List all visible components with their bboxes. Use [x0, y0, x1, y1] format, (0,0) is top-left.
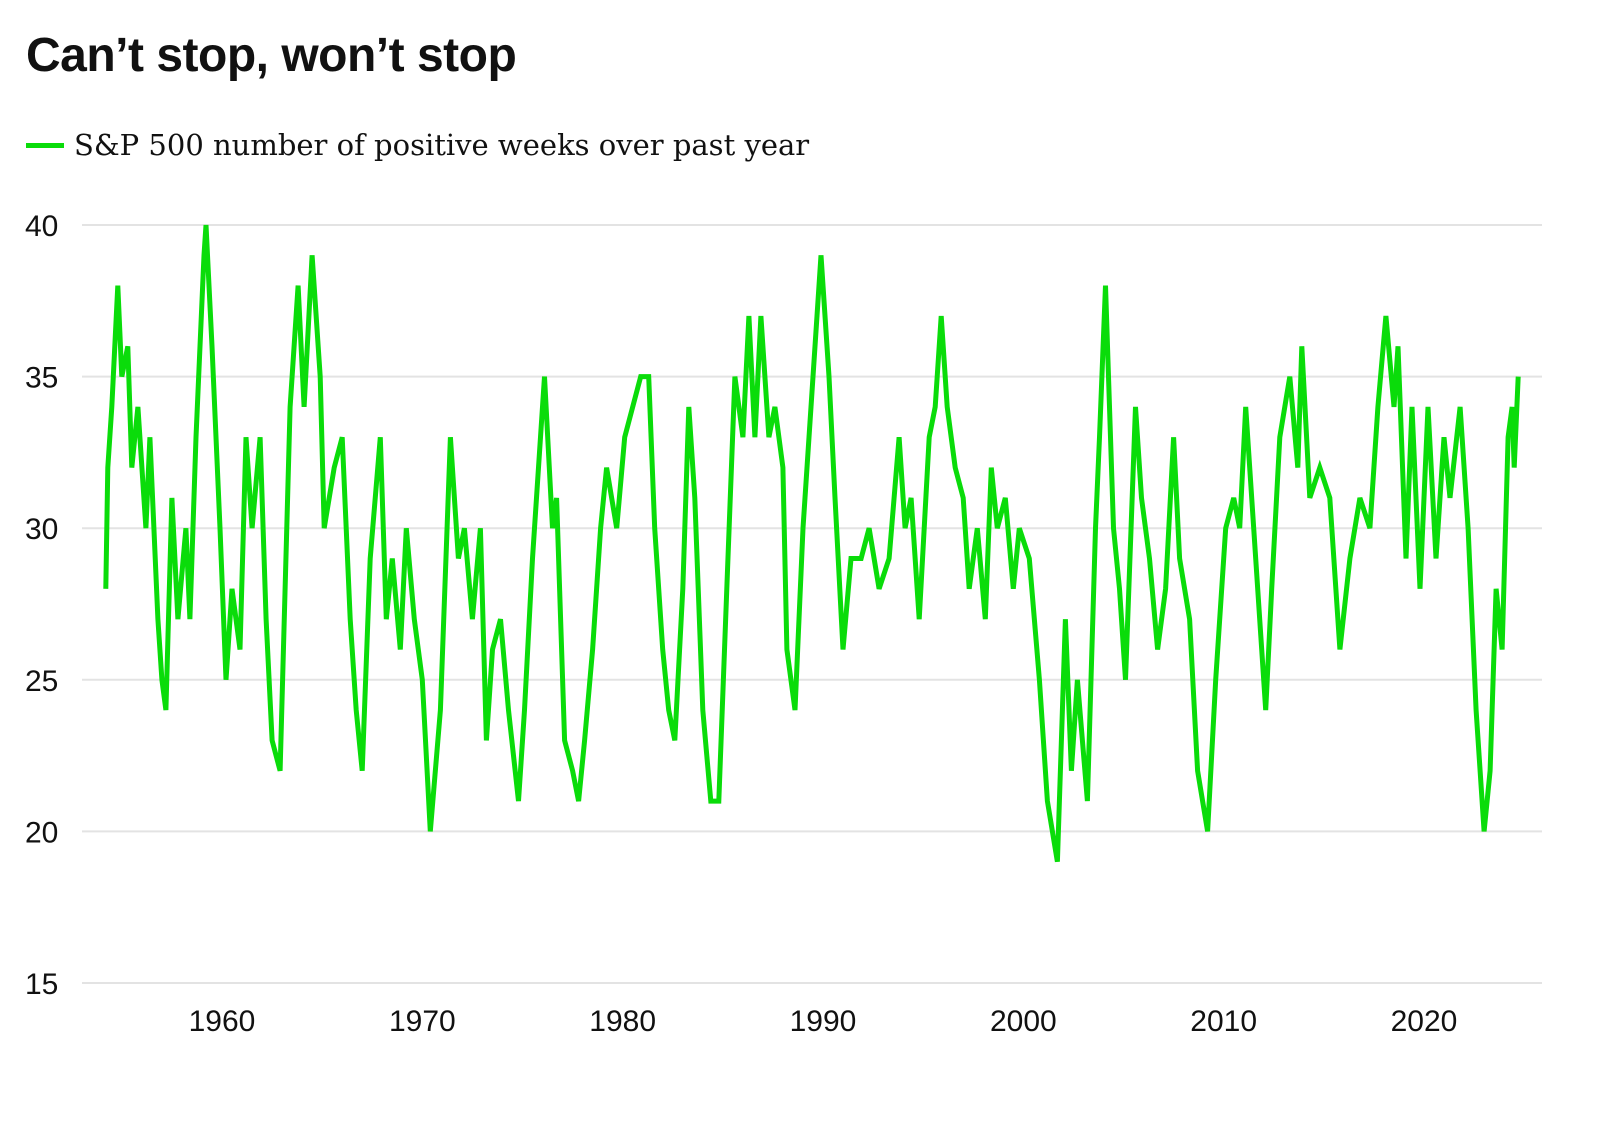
y-tick-label: 30	[25, 513, 58, 546]
y-tick-label: 40	[25, 210, 58, 243]
legend: S&P 500 number of positive weeks over pa…	[26, 128, 809, 162]
x-tick-label: 2000	[990, 1005, 1057, 1038]
legend-label: S&P 500 number of positive weeks over pa…	[74, 128, 810, 162]
x-tick-label: 1980	[589, 1005, 656, 1038]
series-line	[103, 224, 1521, 863]
y-axis-ticks: 15 20 25 30 35 40	[25, 210, 58, 1001]
chart-title: Can’t stop, won’t stop	[26, 29, 517, 82]
x-tick-label: 1990	[790, 1005, 857, 1038]
y-tick-label: 25	[25, 665, 58, 698]
x-tick-label: 2020	[1391, 1005, 1458, 1038]
y-tick-label: 15	[25, 968, 58, 1001]
y-tick-label: 20	[25, 816, 58, 849]
x-tick-label: 1970	[389, 1005, 456, 1038]
legend-swatch	[26, 142, 64, 148]
y-tick-label: 35	[25, 362, 58, 395]
x-axis-ticks: 1960 1970 1980 1990 2000 2010 2020	[189, 1005, 1458, 1038]
x-tick-label: 2010	[1190, 1005, 1257, 1038]
series-layer	[103, 224, 1521, 863]
x-tick-label: 1960	[189, 1005, 256, 1038]
